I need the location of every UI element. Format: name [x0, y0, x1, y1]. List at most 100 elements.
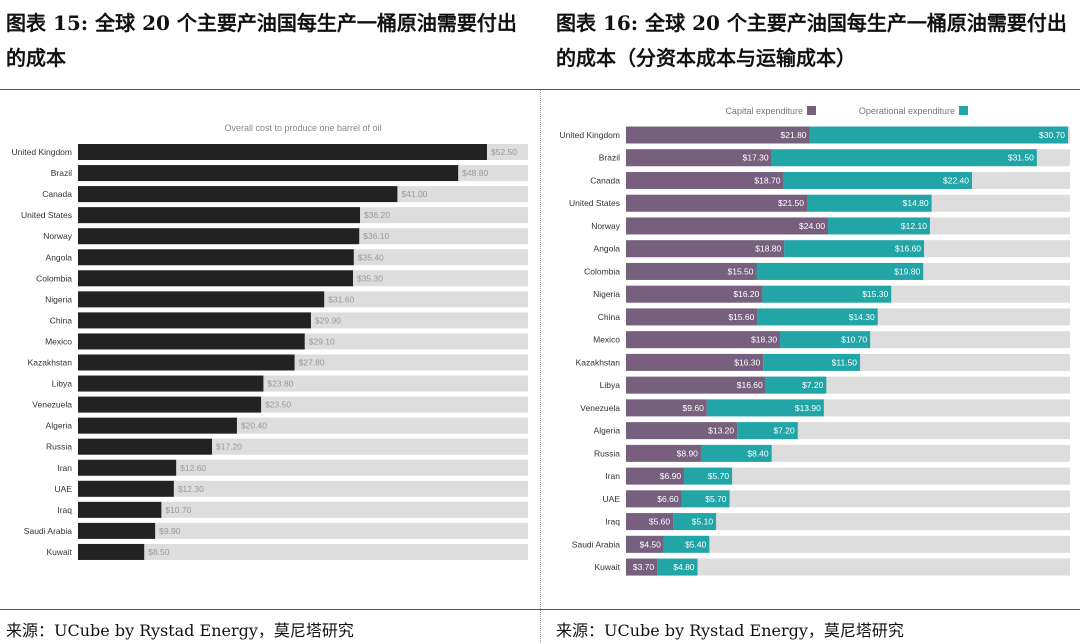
data-label-opex: $14.80: [903, 198, 929, 208]
capex-opex-chart: Capital expenditure Operational expenditu…: [560, 106, 1070, 576]
bar-opex: [673, 513, 717, 531]
top-divider: [0, 89, 1080, 90]
category-label: Kuwait: [594, 562, 620, 572]
data-label-capex: $6.60: [657, 494, 679, 504]
data-label-capex: $24.00: [799, 221, 825, 231]
category-label: Colombia: [36, 273, 72, 283]
bar-opex: [765, 376, 827, 394]
data-label: $23.50: [265, 400, 291, 410]
category-label: Algeria: [594, 426, 621, 436]
data-label-opex: $4.80: [673, 562, 695, 572]
category-label: China: [598, 312, 620, 322]
data-label-opex: $8.40: [747, 448, 769, 458]
bar-track: [626, 467, 1070, 485]
data-label: $36.10: [363, 231, 389, 241]
bar-capex: [626, 513, 674, 531]
bar-opex: [762, 285, 892, 303]
data-label: $29.10: [309, 336, 335, 346]
legend-swatch: [807, 106, 816, 115]
bar: [78, 165, 459, 182]
bar-capex: [626, 444, 701, 462]
bar-capex: [626, 217, 829, 235]
bar: [78, 501, 162, 518]
figure-16-source: 来源：UCube by Rystad Energy，莫尼塔研究: [556, 621, 904, 640]
data-label-opex: $19.80: [894, 266, 920, 276]
bar: [78, 312, 311, 329]
category-label: Iran: [57, 463, 72, 473]
bar-capex: [626, 331, 781, 349]
category-label: Nigeria: [45, 294, 72, 304]
bar-opex: [657, 558, 698, 576]
center-divider: [540, 90, 541, 643]
bar: [78, 333, 305, 350]
data-label-opex: $10.70: [841, 335, 867, 345]
bar-track: [626, 535, 1070, 553]
bar-track: [626, 513, 1070, 531]
data-label: $41.00: [401, 189, 427, 199]
bar-capex: [626, 376, 766, 394]
data-label-capex: $16.60: [737, 380, 763, 390]
category-label: Colombia: [584, 266, 620, 276]
data-label-opex: $22.40: [943, 175, 969, 185]
bar-opex: [684, 467, 733, 485]
category-label: United States: [569, 198, 620, 208]
category-label: Angola: [46, 252, 73, 262]
data-label-opex: $5.70: [705, 494, 727, 504]
data-label: $10.70: [165, 505, 191, 515]
data-label-opex: $14.30: [849, 312, 875, 322]
chart-title: Overall cost to produce one barrel of oi…: [224, 123, 381, 133]
bar-track: [78, 501, 528, 518]
category-label: Saudi Arabia: [24, 526, 72, 536]
category-label: China: [50, 315, 72, 325]
bar-opex: [757, 308, 878, 326]
legend-label: Operational expenditure: [859, 106, 955, 116]
data-label: $17.20: [216, 442, 242, 452]
data-label: $52.50: [491, 147, 517, 157]
data-label: $35.30: [357, 273, 383, 283]
category-label: Russia: [46, 442, 72, 452]
bar-opex: [828, 217, 930, 235]
data-label-capex: $18.30: [751, 335, 777, 345]
data-label: $9.90: [159, 526, 181, 536]
bar-capex: [626, 262, 757, 280]
data-label: $36.20: [364, 210, 390, 220]
bar-capex: [626, 194, 808, 212]
data-label-capex: $21.80: [781, 130, 807, 140]
data-label-capex: $5.60: [649, 517, 671, 527]
category-label: Canada: [42, 189, 72, 199]
figure-15-source: 来源：UCube by Rystad Energy，莫尼塔研究: [6, 621, 354, 640]
data-label: $31.60: [328, 294, 354, 304]
bar-capex: [626, 285, 763, 303]
data-label-capex: $4.50: [640, 539, 662, 549]
category-label: Norway: [591, 221, 621, 231]
category-label: Kazakhstan: [576, 357, 621, 367]
bar-opex: [700, 444, 772, 462]
figure-16-title: 图表 16: 全球 20 个主要产油国每生产一桶原油需要付出的成本（分资本成本与…: [556, 11, 1067, 70]
data-label-capex: $8.90: [677, 448, 699, 458]
category-label: Brazil: [51, 168, 72, 178]
category-label: Norway: [43, 231, 73, 241]
data-label-capex: $15.50: [727, 266, 753, 276]
bar: [78, 249, 354, 266]
bar: [78, 144, 487, 160]
bar-opex: [783, 171, 973, 189]
bar-opex: [763, 353, 861, 371]
figure-15-title: 图表 15: 全球 20 个主要产油国每生产一桶原油需要付出的成本: [6, 11, 517, 70]
data-label-capex: $15.60: [728, 312, 754, 322]
category-label: Russia: [594, 448, 620, 458]
data-label-capex: $3.70: [633, 562, 655, 572]
data-label-capex: $16.30: [734, 357, 760, 367]
data-label-opex: $7.20: [773, 426, 795, 436]
bar-capex: [626, 422, 738, 440]
category-label: Venezuela: [580, 403, 620, 413]
category-label: Canada: [590, 175, 620, 185]
bar: [78, 228, 360, 245]
data-label: $27.80: [299, 358, 325, 368]
bar-track: [78, 459, 528, 476]
bar-capex: [626, 149, 772, 167]
bar: [78, 543, 145, 560]
bar-capex: [626, 467, 685, 485]
data-label-opex: $15.30: [862, 289, 888, 299]
bar-opex: [807, 194, 932, 212]
bar-capex: [626, 558, 658, 576]
